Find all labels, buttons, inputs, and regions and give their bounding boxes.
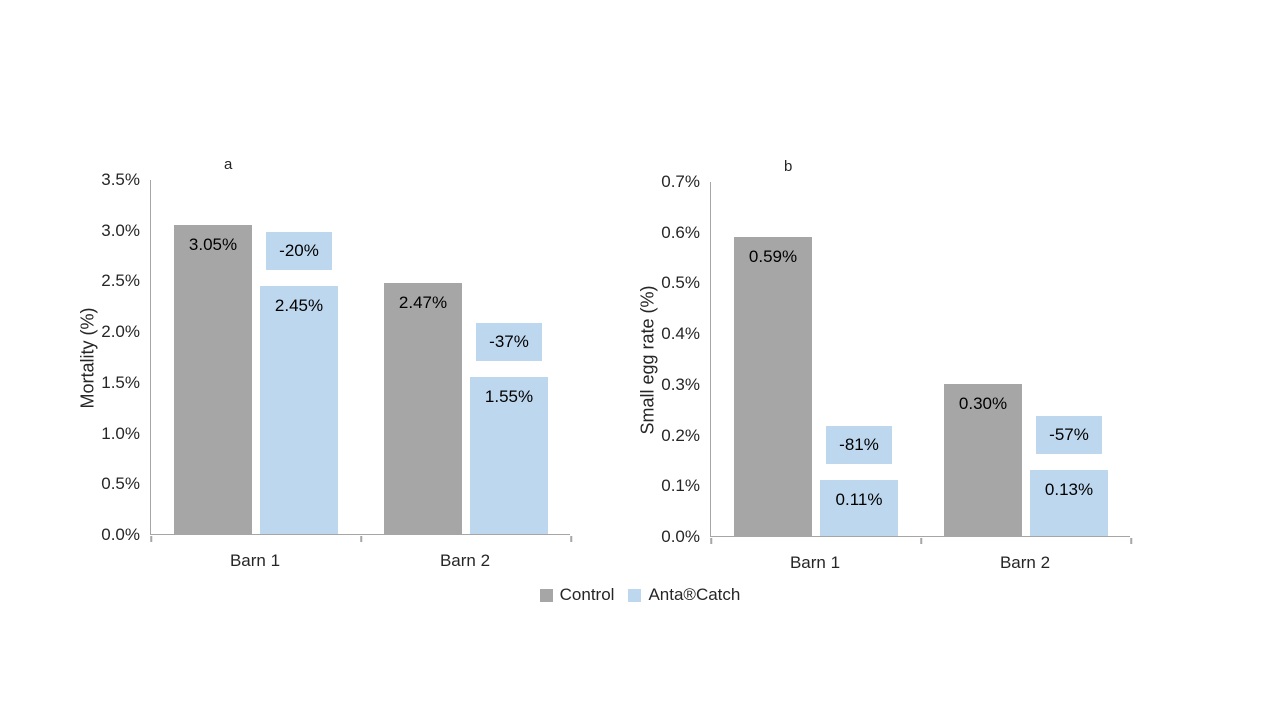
y-tick-label: 3.5% [101,170,140,189]
bar-anta-catch-barn-1 [820,480,898,536]
bar-control-barn-2 [384,283,462,534]
y-tick-label: 0.2% [661,425,700,445]
value-label-control-barn-1: 3.05% [188,234,238,254]
legend-swatch-anta-catch [628,588,642,602]
value-label-control-barn-2: 2.47% [398,293,448,313]
value-label-anta-catch-barn-1: 0.11% [835,490,883,510]
value-label-control-barn-2: 0.30% [958,393,1008,413]
category-label-barn-1: Barn 1 [229,551,281,570]
category-label-barn-2: Barn 2 [439,551,491,570]
y-tick-label: 2.0% [101,322,140,342]
value-label-anta-catch-barn-1: 2.45% [274,295,324,315]
plot-area: 0.59% 0.30% 0.11% -81% 0.13% -57% [710,182,1132,544]
panel-label-a: a [224,156,233,173]
bar-control-barn-1 [174,224,252,534]
value-label-control-barn-1: 0.59% [748,246,798,266]
x-axis-tick [150,535,152,542]
y-tick-label: 0.4% [661,324,700,344]
y-tick-label: 0.7% [661,172,700,191]
x-axis-tick [1130,537,1132,544]
change-label-anta-catch-barn-1: -81% [826,426,892,465]
change-label-anta-catch-barn-2: -37% [476,322,542,361]
legend-label-anta-catch: Anta®Catch [648,585,741,604]
y-tick-label: 0.3% [661,374,700,394]
x-axis-tick [360,535,362,542]
x-axis-labels: Barn 1 Barn 2 [710,553,1130,577]
category-label-barn-1: Barn 1 [789,553,841,572]
y-tick-label: 2.5% [101,271,140,291]
change-label-anta-catch-barn-2: -57% [1036,416,1102,455]
x-axis-tick [920,537,922,544]
legend-label-control: Control [559,585,615,604]
y-tick-label: 0.6% [661,222,700,242]
category-label-barn-2: Barn 2 [999,553,1051,572]
bar-control-barn-1 [734,236,812,536]
legend-item-control: Control [539,585,615,605]
panel-label-b: b [784,158,793,175]
bar-anta-catch-barn-1 [260,285,338,534]
legend-swatch-control [539,588,553,602]
change-label-anta-catch-barn-1: -20% [266,231,332,270]
x-axis-labels: Barn 1 Barn 2 [150,551,570,575]
plot-area: 3.05% 2.47% 2.45% -20% 1.55% -37% [150,180,572,542]
value-label-anta-catch-barn-2: 1.55% [484,386,534,406]
x-axis-tick [710,537,712,544]
y-tick-label: 0.1% [661,476,700,496]
y-tick-label: 0.5% [101,474,140,494]
chart-mortality: a Mortality (%) 0.0% 0.5% 1.0% 1.5% 2.0% 2.5%… [78,156,572,570]
y-tick-label: 3.0% [101,220,140,240]
x-axis-tick [570,535,572,542]
y-tick-label: 0.5% [661,273,700,293]
y-axis-ticks: 0.0% 0.1% 0.2% 0.3% 0.4% 0.5% 0.6% 0.7% [640,172,710,546]
chart-small-egg-rate: b Small egg rate (%) 0.0% 0.1% 0.2% 0.3% 0.4… [638,158,1132,572]
y-tick-label: 1.0% [101,423,140,443]
y-tick-label: 0.0% [661,527,700,546]
y-tick-label: 0.0% [101,525,140,544]
bar-anta-catch-barn-2 [470,376,548,534]
legend: Control Anta®Catch [0,585,1280,605]
y-axis-ticks: 0.0% 0.5% 1.0% 1.5% 2.0% 2.5% 3.0% 3.5% [80,170,150,544]
legend-item-anta-catch: Anta®Catch [628,585,740,605]
bar-anta-catch-barn-2 [1030,470,1108,536]
value-label-anta-catch-barn-2: 0.13% [1044,480,1094,500]
bar-control-barn-2 [944,383,1022,536]
y-tick-label: 1.5% [101,372,140,392]
